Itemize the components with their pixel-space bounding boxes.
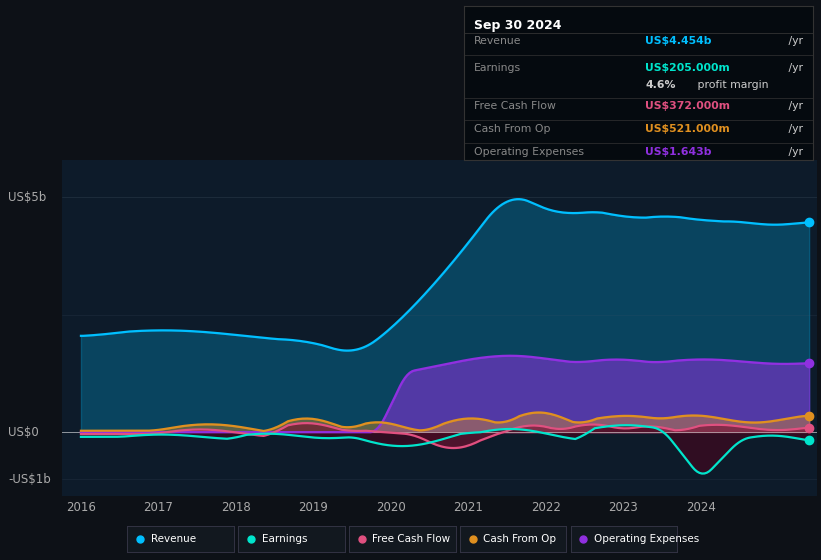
Text: Earnings: Earnings [262, 534, 307, 544]
Text: Free Cash Flow: Free Cash Flow [475, 101, 556, 111]
Text: Cash From Op: Cash From Op [475, 124, 551, 134]
Text: US$0: US$0 [8, 426, 39, 438]
Text: US$1.643b: US$1.643b [645, 147, 712, 157]
Text: /yr: /yr [785, 147, 803, 157]
Text: Earnings: Earnings [475, 63, 521, 73]
Text: US$372.000m: US$372.000m [645, 101, 731, 111]
Text: Revenue: Revenue [151, 534, 196, 544]
Text: Cash From Op: Cash From Op [484, 534, 557, 544]
Text: US$4.454b: US$4.454b [645, 36, 712, 46]
Text: Free Cash Flow: Free Cash Flow [373, 534, 451, 544]
Text: Revenue: Revenue [475, 36, 522, 46]
Text: /yr: /yr [785, 101, 803, 111]
Text: -US$1b: -US$1b [8, 473, 51, 486]
Text: /yr: /yr [785, 36, 803, 46]
Text: Sep 30 2024: Sep 30 2024 [475, 20, 562, 32]
Text: US$521.000m: US$521.000m [645, 124, 730, 134]
Text: 4.6%: 4.6% [645, 80, 676, 90]
Text: profit margin: profit margin [695, 80, 768, 90]
Text: Operating Expenses: Operating Expenses [594, 534, 699, 544]
Text: /yr: /yr [785, 63, 803, 73]
Text: US$5b: US$5b [8, 191, 47, 204]
Text: Operating Expenses: Operating Expenses [475, 147, 585, 157]
Text: US$205.000m: US$205.000m [645, 63, 730, 73]
Text: /yr: /yr [785, 124, 803, 134]
